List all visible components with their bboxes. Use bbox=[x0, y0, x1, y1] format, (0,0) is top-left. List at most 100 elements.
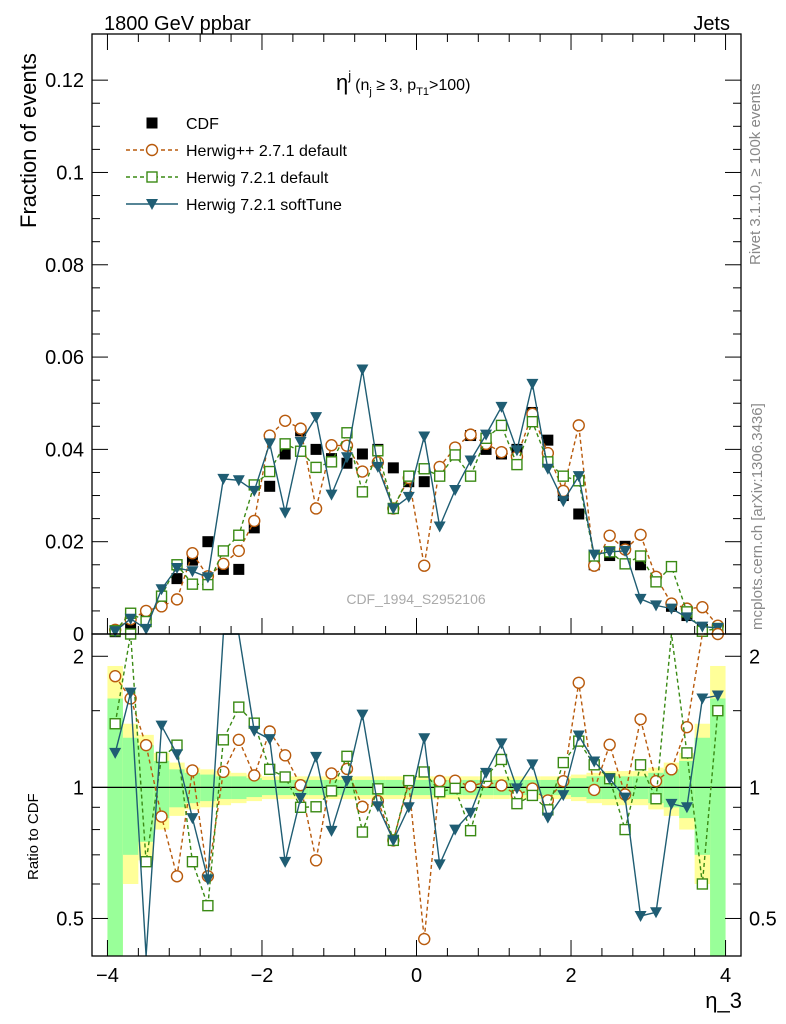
series-1-ratio-point bbox=[309, 854, 323, 867]
series-2-ratio-point bbox=[619, 823, 631, 836]
series-1-ratio-point bbox=[603, 738, 616, 751]
ratio-ytick-label: 0.5 bbox=[56, 908, 84, 930]
series-1-point bbox=[464, 428, 477, 441]
series-2-point bbox=[557, 470, 569, 482]
series-3-point bbox=[572, 471, 585, 483]
series-1-ratio-point bbox=[588, 783, 601, 797]
series-3-ratio-point bbox=[325, 825, 338, 837]
series-3-point bbox=[464, 455, 477, 467]
legend-label-1: Herwig++ 2.7.1 default bbox=[186, 143, 348, 160]
series-2-ratio-point bbox=[109, 718, 121, 730]
ratio-xtick-label: −4 bbox=[96, 965, 119, 987]
header-left: 1800 GeV ppbar bbox=[104, 13, 251, 35]
ratio-xtick-label: −2 bbox=[251, 965, 274, 987]
series-1-ratio-point bbox=[649, 774, 663, 788]
series-1-point bbox=[418, 559, 431, 572]
series-3-ratio-point bbox=[433, 859, 446, 871]
series-1-point bbox=[186, 547, 199, 560]
series-2-ratio-point bbox=[372, 783, 384, 795]
series-3-ratio-point bbox=[294, 792, 307, 804]
series-3-point bbox=[217, 473, 230, 485]
series-3-ratio-point bbox=[356, 709, 369, 721]
series-2-point bbox=[433, 470, 446, 482]
series-1-point bbox=[603, 529, 616, 542]
ratio-ytick-label: 1 bbox=[73, 777, 84, 799]
series-2-ratio-point bbox=[418, 766, 430, 778]
series-1-ratio-point bbox=[572, 676, 585, 689]
series-3-ratio-point bbox=[340, 775, 353, 787]
series-3-ratio-point bbox=[495, 738, 508, 750]
legend-marker-0 bbox=[146, 117, 158, 129]
series-3-point bbox=[418, 431, 431, 443]
ratio-axes: 0.5 0.5 1 1 2 2 −4 −2 0 2 4 bbox=[56, 646, 777, 987]
series-3-point bbox=[124, 613, 137, 625]
main-ytick-label: 0.02 bbox=[45, 532, 84, 554]
plot-title-sup: j bbox=[347, 68, 351, 83]
series-1-point bbox=[217, 557, 230, 571]
main-ytick-label: 0 bbox=[73, 624, 84, 646]
series-1-point bbox=[356, 465, 369, 478]
ratio-ytick-label-right: 2 bbox=[749, 646, 760, 668]
series-1-ratio-point bbox=[278, 749, 292, 762]
series-2-point bbox=[418, 463, 430, 475]
series-3-ratio-point bbox=[634, 910, 647, 922]
series-3-point bbox=[696, 621, 709, 633]
series-3-ratio-point bbox=[402, 802, 415, 814]
band-inner-bin bbox=[663, 769, 680, 808]
series-2-ratio-point bbox=[233, 701, 245, 713]
series-1-ratio-point bbox=[108, 670, 122, 683]
series-3-point bbox=[310, 412, 323, 424]
series-3-ratio-point bbox=[124, 687, 137, 699]
series-3-point bbox=[140, 623, 153, 635]
series-2-ratio-point bbox=[341, 750, 353, 763]
plot-title-cond2-sub: T1 bbox=[416, 86, 429, 98]
series-1-ratio-point bbox=[665, 763, 678, 776]
plot-title-cond1-sub: j bbox=[368, 86, 371, 98]
series-3-ratio-point bbox=[464, 807, 477, 819]
series-3-ratio-point bbox=[248, 725, 261, 737]
series-1-ratio-point bbox=[217, 765, 230, 779]
series-3-point bbox=[541, 463, 554, 475]
series-2-main-line bbox=[114, 419, 718, 632]
series-1-point bbox=[170, 593, 184, 606]
series-2-ratio-point bbox=[356, 826, 369, 838]
series-3-point bbox=[279, 507, 292, 519]
series-2-point bbox=[634, 550, 647, 562]
series-2-ratio-point bbox=[433, 786, 446, 798]
legend-label-3: Herwig 7.2.1 softTune bbox=[186, 197, 342, 214]
main-ytick-label: 0.1 bbox=[56, 162, 84, 184]
series-3-ratio-point bbox=[696, 693, 709, 705]
series-2-ratio-point bbox=[217, 734, 230, 746]
series-3-ratio-point bbox=[109, 747, 122, 759]
series-1-ratio-line bbox=[114, 633, 718, 940]
legend-marker-2 bbox=[146, 171, 158, 183]
series-2-ratio-point bbox=[511, 797, 523, 810]
series-3-point bbox=[325, 489, 338, 501]
series-2-ratio-point bbox=[650, 793, 662, 805]
series-2-ratio-point bbox=[186, 856, 199, 868]
series-0-point bbox=[573, 508, 585, 520]
series-3-point bbox=[526, 378, 539, 390]
band-inner-bin bbox=[138, 745, 154, 842]
series-3-point bbox=[650, 600, 663, 612]
series-3-point bbox=[588, 549, 601, 561]
series-3-ratio-point bbox=[310, 751, 323, 763]
series-1-ratio-point bbox=[464, 780, 477, 793]
series-2-ratio-point bbox=[681, 747, 693, 759]
series-2-ratio-point bbox=[712, 704, 724, 717]
series-1-point bbox=[634, 528, 647, 541]
series-1-point bbox=[325, 439, 338, 452]
series-3-main-line bbox=[114, 369, 718, 632]
series-2-point bbox=[449, 449, 461, 461]
series-3-point bbox=[186, 566, 199, 578]
series-3-ratio-point bbox=[541, 812, 554, 824]
series-2-ratio-point bbox=[495, 753, 508, 766]
header-right: Jets bbox=[693, 13, 730, 35]
series-2-point bbox=[233, 529, 245, 541]
plot-title-base: η bbox=[336, 70, 348, 95]
series-0-point bbox=[356, 448, 368, 460]
series-2-ratio-point bbox=[634, 759, 647, 771]
main-ytick-label: 0.08 bbox=[45, 255, 84, 277]
series-2-ratio-point bbox=[264, 763, 276, 776]
band-inner-bin bbox=[694, 737, 711, 855]
